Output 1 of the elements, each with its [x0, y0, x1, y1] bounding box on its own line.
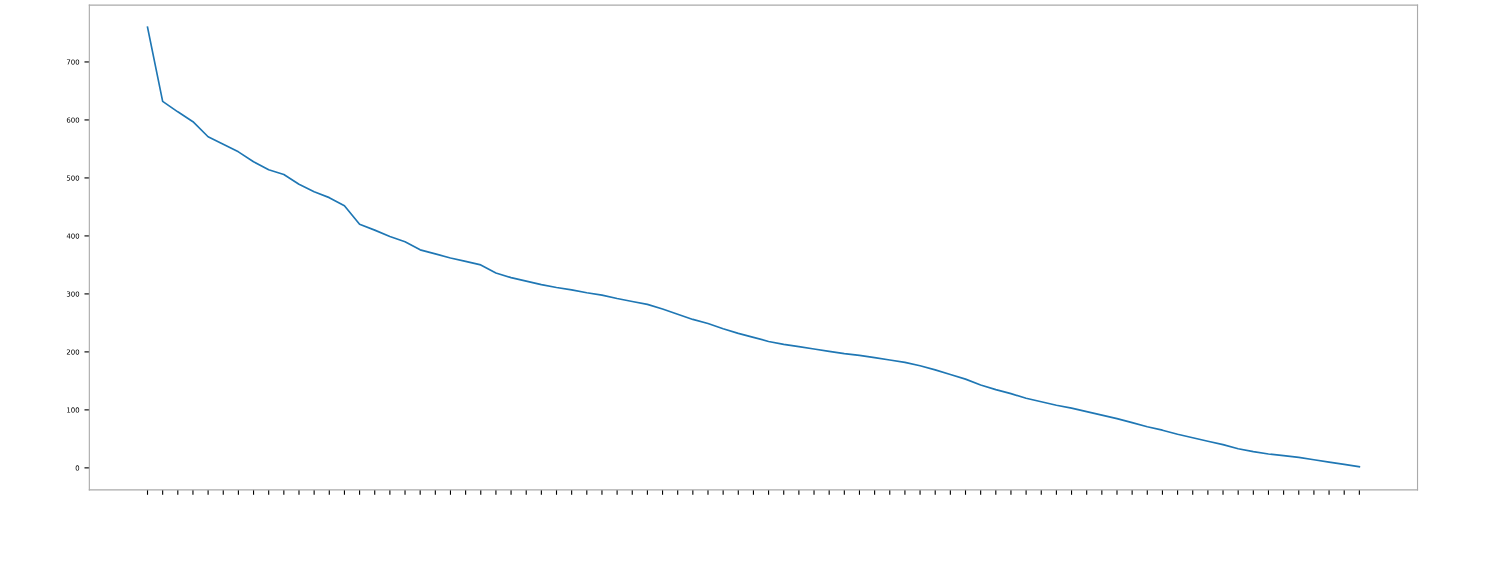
line-series [146, 26, 1361, 468]
